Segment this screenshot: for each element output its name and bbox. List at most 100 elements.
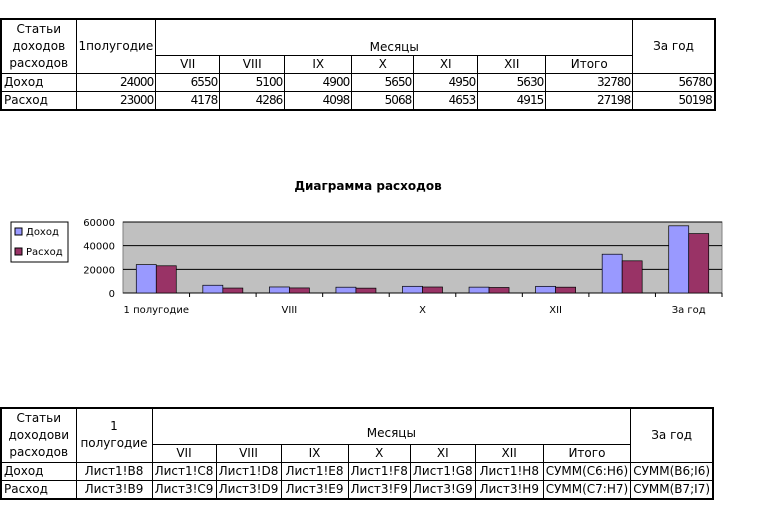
cell[interactable]: СУММ(C7:H7)	[542, 479, 632, 499]
bar-expense[interactable]	[355, 287, 377, 294]
x-tick-label: За год	[672, 305, 706, 316]
cell[interactable]: Лист3!D9	[215, 479, 282, 499]
cell[interactable]: Лист1!B8	[75, 461, 153, 481]
bar-income[interactable]	[668, 225, 690, 294]
bar-income[interactable]	[135, 264, 157, 294]
x-tick-label: VIII	[282, 305, 298, 316]
expense-chart: Диаграмма расходов 0 20000 40000 60000 1 полу…	[0, 170, 770, 330]
header-months: Месяцы	[151, 407, 632, 445]
header-items: Статьи доходов расходов	[0, 18, 77, 74]
month-header: Итого	[542, 443, 632, 463]
month-header: X	[347, 443, 411, 463]
bar-expense[interactable]	[621, 260, 643, 294]
month-header: VII	[155, 54, 221, 74]
cell[interactable]: Лист1!F8	[347, 461, 411, 481]
bar-expense[interactable]	[222, 287, 244, 294]
cell[interactable]: 24000	[75, 72, 157, 92]
month-header: VII	[151, 443, 217, 463]
bar-expense[interactable]	[289, 287, 310, 294]
cell[interactable]: Лист1!E8	[280, 461, 349, 481]
bar-income[interactable]	[601, 253, 623, 294]
cell[interactable]: Лист3!B9	[75, 479, 153, 499]
cell[interactable]: 4915	[477, 90, 547, 110]
bar-expense[interactable]	[155, 265, 177, 294]
month-header: VIII	[215, 443, 282, 463]
cell[interactable]: Лист1!C8	[151, 461, 217, 481]
cell[interactable]: 56780	[632, 72, 716, 92]
cell[interactable]: 5068	[351, 90, 415, 110]
month-header: IX	[284, 54, 353, 74]
bar-expense[interactable]	[422, 286, 443, 294]
row-label[interactable]: Расход	[0, 479, 77, 499]
y-tick-label: 0	[109, 289, 115, 300]
cell[interactable]: 32780	[545, 72, 634, 92]
bar-income[interactable]	[335, 286, 357, 294]
header-months: Месяцы	[155, 18, 634, 56]
formula-table: Статьи доходови расходов 1 полугодие Мес…	[0, 407, 715, 500]
cell[interactable]: 4178	[155, 90, 221, 110]
cell[interactable]: СУММ(B6;I6)	[630, 461, 714, 481]
y-tick-label: 40000	[83, 242, 115, 253]
cell[interactable]: Лист3!H9	[474, 479, 544, 499]
month-header: IX	[280, 443, 349, 463]
row-label[interactable]: Расход	[0, 90, 77, 110]
cell[interactable]: Лист3!G9	[409, 479, 476, 499]
bar-expense[interactable]	[688, 233, 710, 294]
table-row: Расход Лист3!B9 Лист3!C9 Лист3!D9 Лист3!E9 Ли…	[0, 479, 714, 499]
table-row: Расход 23000 4178 4286 4098 5068 4653 4915 27198…	[0, 90, 716, 110]
cell[interactable]: СУММ(C6:H6)	[542, 461, 632, 481]
row-label[interactable]: Доход	[0, 461, 77, 481]
cell[interactable]: 5650	[351, 72, 415, 92]
month-header: XII	[474, 443, 544, 463]
cell[interactable]: 4900	[284, 72, 353, 92]
cell[interactable]: 23000	[75, 90, 157, 110]
row-label[interactable]: Доход	[0, 72, 77, 92]
bar-income[interactable]	[468, 286, 490, 294]
month-header: X	[351, 54, 415, 74]
chart-title: Диаграмма расходов	[294, 179, 442, 193]
cell[interactable]: 4950	[413, 72, 479, 92]
bar-expense[interactable]	[555, 286, 576, 294]
header-year: За год	[630, 407, 714, 463]
legend-swatch	[14, 247, 23, 256]
cell[interactable]: Лист1!H8	[474, 461, 544, 481]
cell[interactable]: Лист3!F9	[347, 479, 411, 499]
table-row: Доход Лист1!B8 Лист1!C8 Лист1!D8 Лист1!E8 Лис…	[0, 461, 714, 481]
cell[interactable]: 4098	[284, 90, 353, 110]
cell[interactable]: 50198	[632, 90, 716, 110]
header-items: Статьи доходови расходов	[0, 407, 77, 463]
month-header: VIII	[219, 54, 286, 74]
cell[interactable]: Лист3!C9	[151, 479, 217, 499]
month-header: XI	[409, 443, 476, 463]
bar-income[interactable]	[402, 285, 423, 294]
bar-income[interactable]	[202, 284, 224, 294]
legend-label: Доход	[26, 227, 59, 238]
header-half-year: 1полугодие	[75, 18, 157, 74]
y-tick-label: 60000	[83, 218, 115, 229]
y-tick-label: 20000	[83, 265, 115, 276]
bar-income[interactable]	[535, 285, 556, 294]
bar-expense[interactable]	[488, 287, 510, 294]
cell[interactable]: СУММ(B7;I7)	[630, 479, 714, 499]
bar-income[interactable]	[269, 286, 290, 294]
x-tick-label: 1 полугодие	[124, 305, 189, 316]
cell[interactable]: Лист1!G8	[409, 461, 476, 481]
header-half-year: 1 полугодие	[75, 407, 153, 463]
month-header: XI	[413, 54, 479, 74]
x-tick-label: XII	[549, 305, 562, 316]
chart-svg: Диаграмма расходов 0 20000 40000 60000 1 полу…	[10, 179, 723, 316]
cell[interactable]: 4286	[219, 90, 286, 110]
cell[interactable]: 4653	[413, 90, 479, 110]
cell[interactable]: 5100	[219, 72, 286, 92]
month-header: Итого	[545, 54, 634, 74]
x-tick-label: X	[419, 305, 426, 316]
legend-label: Расход	[26, 247, 63, 258]
income-expense-table: Статьи доходов расходов 1полугодие Месяц…	[0, 18, 716, 111]
table-row: Доход 24000 6550 5100 4900 5650 4950 5630 32780 5…	[0, 72, 716, 92]
month-header: XII	[477, 54, 547, 74]
cell[interactable]: 5630	[477, 72, 547, 92]
cell[interactable]: Лист1!D8	[215, 461, 282, 481]
cell[interactable]: 6550	[155, 72, 221, 92]
cell[interactable]: 27198	[545, 90, 634, 110]
cell[interactable]: Лист3!E9	[280, 479, 349, 499]
